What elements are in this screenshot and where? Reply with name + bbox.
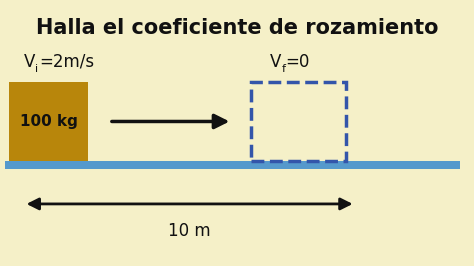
Text: =2m/s: =2m/s [39, 52, 94, 70]
Bar [251, 82, 346, 161]
Text: 10 m: 10 m [168, 222, 211, 240]
Text: Halla el coeficiente de rozamiento: Halla el coeficiente de rozamiento [36, 18, 438, 38]
Bar [9, 82, 88, 161]
Text: f: f [282, 64, 285, 74]
Text: i: i [35, 64, 38, 74]
Bar [5, 161, 460, 169]
Text: 100 kg: 100 kg [19, 114, 78, 129]
Text: V: V [270, 52, 282, 70]
Text: =0: =0 [285, 52, 310, 70]
Text: V: V [24, 52, 35, 70]
